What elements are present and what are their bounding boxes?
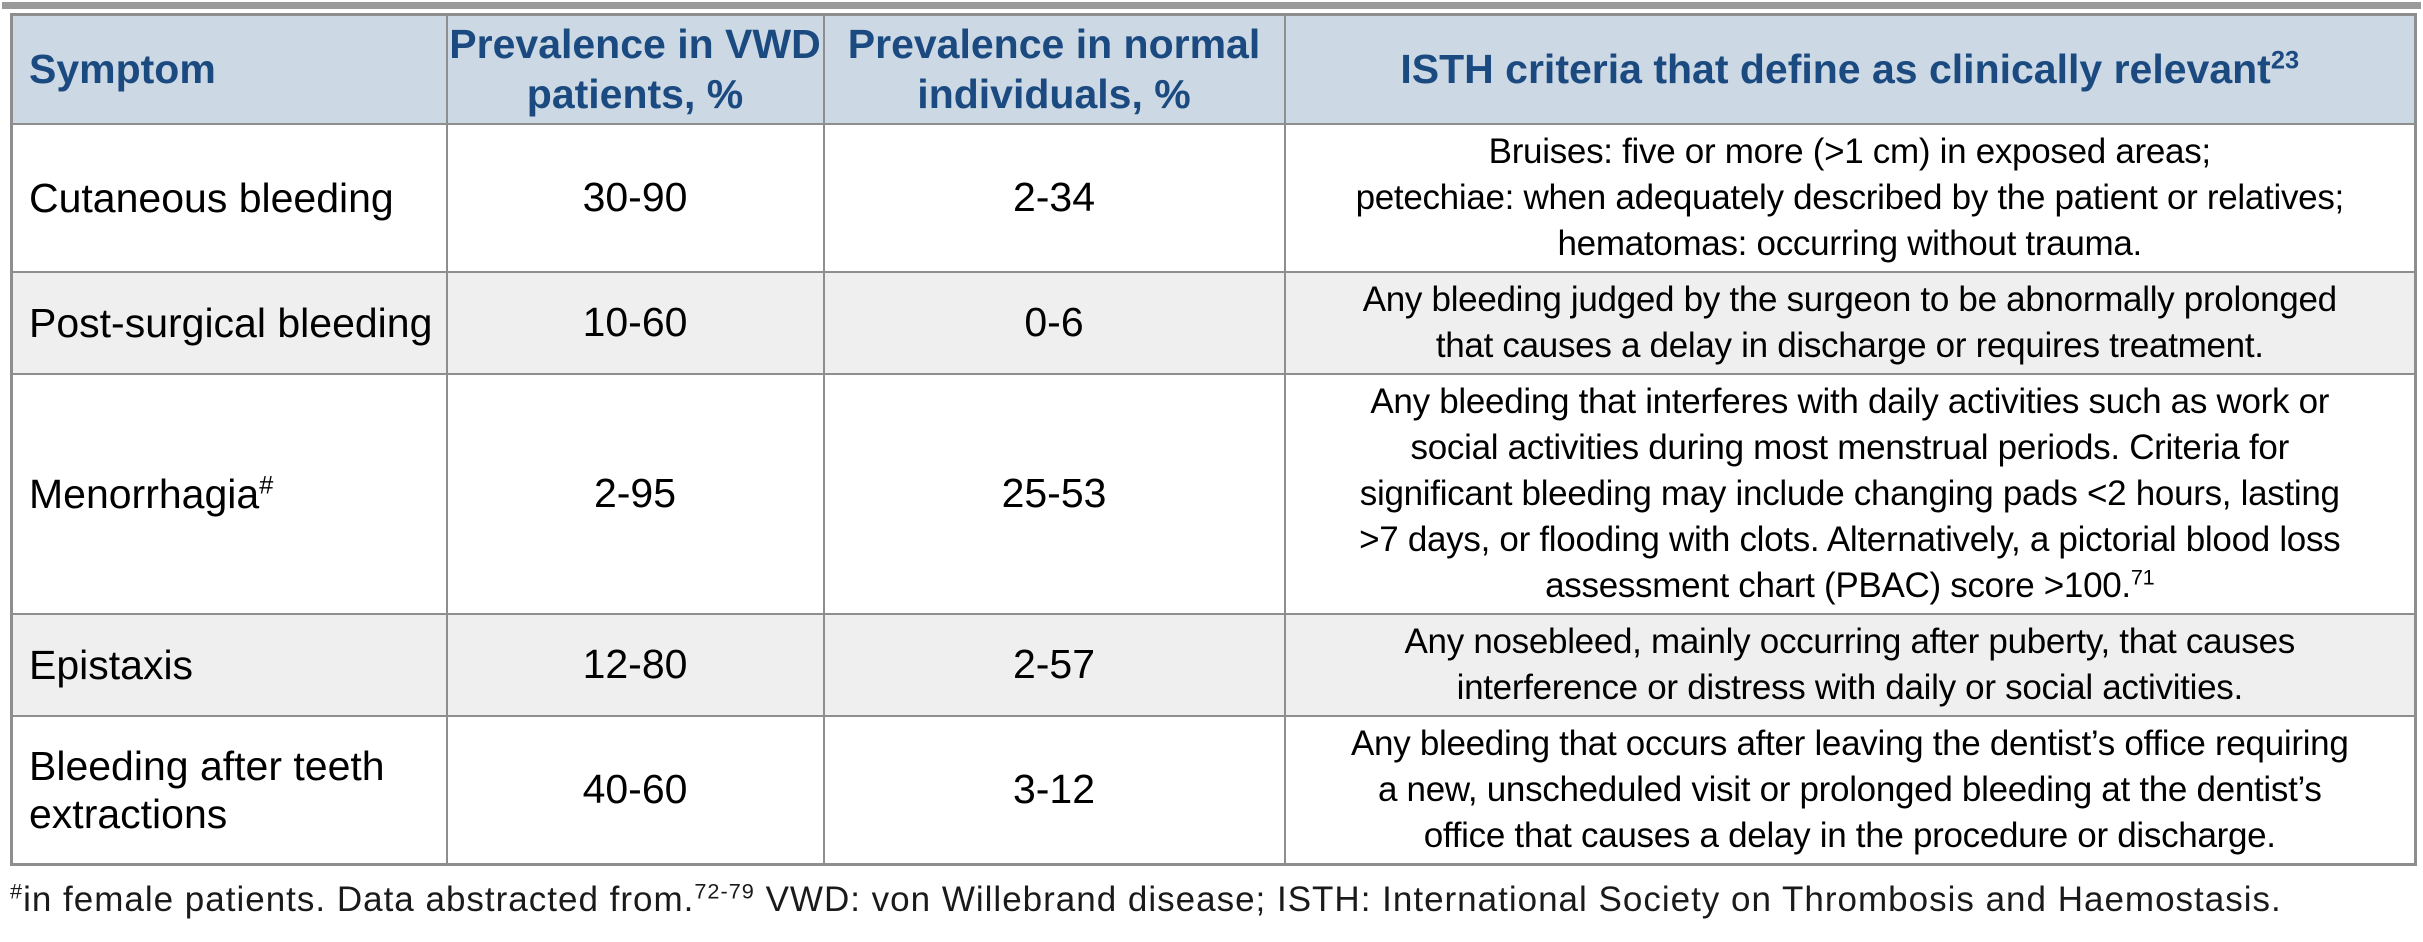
prevalence-normal-cell: 3-12	[822, 714, 1286, 865]
prevalence-normal-cell: 25-53	[822, 372, 1286, 615]
table-row-cutaneous-bleeding: Cutaneous bleeding 30-90 2-34 Bruises: f…	[10, 122, 2417, 273]
symptom-label: Menorrhagia	[29, 470, 260, 517]
symptom-superscript: #	[259, 470, 274, 499]
prevalence-normal-cell: 2-34	[822, 122, 1286, 273]
prevalence-normal-cell: 0-6	[822, 270, 1286, 375]
prevalence-vwd-cell: 40-60	[445, 714, 825, 865]
symptom-cell: Post-surgical bleeding	[10, 270, 448, 375]
header-symptom-label: Symptom	[29, 46, 216, 93]
footnote-reference-superscript: 72-79	[694, 878, 755, 904]
prevalence-vwd-cell: 30-90	[445, 122, 825, 273]
symptom-cell: Menorrhagia#	[10, 372, 448, 615]
header-prevalence-normal: Prevalence in normal individuals, %	[822, 13, 1286, 125]
prevalence-vwd-cell: 12-80	[445, 612, 825, 717]
isth-criteria-text: Any bleeding that occurs after leaving t…	[1350, 723, 2349, 855]
table-footnote: #in female patients. Data abstracted fro…	[10, 876, 2420, 924]
symptom-label: Cutaneous bleeding	[29, 174, 394, 221]
isth-criteria-cell: Any bleeding that occurs after leaving t…	[1283, 714, 2417, 865]
symptom-label: Epistaxis	[29, 641, 194, 688]
symptom-cell: Epistaxis	[10, 612, 448, 717]
vwd-symptom-prevalence-table: Symptom Prevalence in VWD patients, % Pr…	[10, 13, 2417, 866]
table-row-menorrhagia: Menorrhagia# 2-95 25-53 Any bleeding tha…	[10, 372, 2417, 615]
isth-criteria-cell: Bruises: five or more (>1 cm) in exposed…	[1283, 122, 2417, 273]
table-header-row: Symptom Prevalence in VWD patients, % Pr…	[10, 13, 2417, 125]
prevalence-vwd-cell: 2-95	[445, 372, 825, 615]
isth-criteria-cell: Any bleeding that interferes with daily …	[1283, 372, 2417, 615]
isth-criteria-cell: Any nosebleed, mainly occurring after pu…	[1283, 612, 2417, 717]
header-isth-criteria-label: ISTH criteria that define as clinically …	[1400, 46, 2271, 93]
symptom-label: Bleeding after teeth extractions	[29, 742, 385, 837]
criteria-citation-superscript: 71	[2130, 563, 2155, 589]
top-rule-divider	[2, 2, 2421, 9]
header-isth-citation-superscript: 23	[2270, 46, 2300, 75]
table-row-post-surgical-bleeding: Post-surgical bleeding 10-60 0-6 Any ble…	[10, 270, 2417, 375]
header-isth-criteria: ISTH criteria that define as clinically …	[1283, 13, 2417, 125]
header-prevalence-vwd: Prevalence in VWD patients, %	[445, 13, 825, 125]
prevalence-vwd-cell: 10-60	[445, 270, 825, 375]
isth-criteria-text: Any bleeding judged by the surgeon to be…	[1362, 279, 2337, 365]
symptom-cell: Cutaneous bleeding	[10, 122, 448, 273]
footnote-text-part2: VWD: von Willebrand disease; ISTH: Inter…	[754, 880, 2282, 919]
isth-criteria-text: Bruises: five or more (>1 cm) in exposed…	[1355, 131, 2345, 263]
header-prevalence-normal-label: Prevalence in normal individuals, %	[847, 21, 1261, 118]
footnote-text-part1: in female patients. Data abstracted from…	[23, 880, 695, 919]
symptom-cell: Bleeding after teeth extractions	[10, 714, 448, 865]
prevalence-normal-cell: 2-57	[822, 612, 1286, 717]
isth-criteria-text: Any nosebleed, mainly occurring after pu…	[1404, 621, 2296, 707]
symptom-label: Post-surgical bleeding	[29, 299, 433, 346]
header-symptom: Symptom	[10, 13, 448, 125]
table-row-epistaxis: Epistaxis 12-80 2-57 Any nosebleed, main…	[10, 612, 2417, 717]
isth-criteria-cell: Any bleeding judged by the surgeon to be…	[1283, 270, 2417, 375]
footnote-hash-superscript: #	[10, 878, 24, 904]
header-prevalence-vwd-label: Prevalence in VWD patients, %	[449, 21, 821, 118]
isth-criteria-text: Any bleeding that interferes with daily …	[1359, 381, 2341, 605]
table-row-bleeding-after-teeth-extractions: Bleeding after teeth extractions 40-60 3…	[10, 714, 2417, 865]
